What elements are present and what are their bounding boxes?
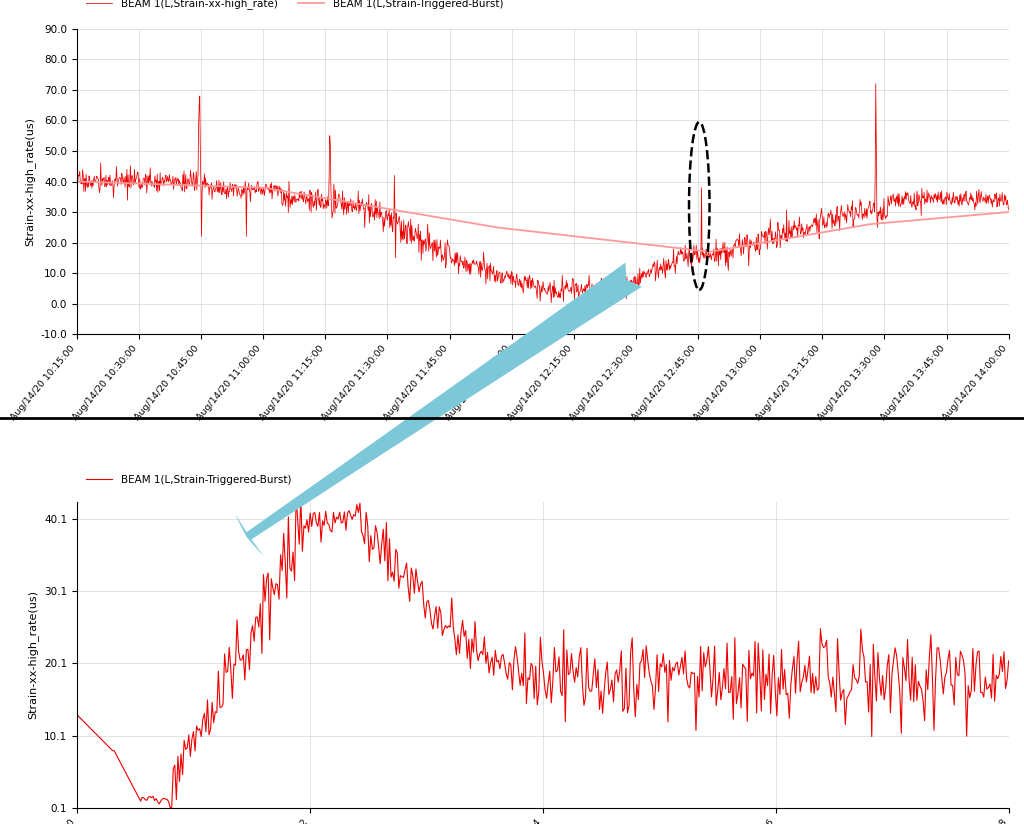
BEAM 1(L,Strain-xx-high_rate): [714, 250, 726, 260]
BEAM 1(L,Strain-xx-high_rate): [944, 195, 956, 205]
Y-axis label: Strain-xx-high_rate(us): Strain-xx-high_rate(us): [28, 590, 38, 719]
Y-axis label: Strain-xx-high_rate(us): Strain-xx-high_rate(us): [24, 117, 35, 246]
Line: BEAM 1(L,Strain-Triggered-Burst): BEAM 1(L,Strain-Triggered-Burst): [77, 181, 1009, 252]
BEAM 1(L,Strain-Triggered-Burst): [696, 686, 709, 695]
BEAM 1(L,Strain-Triggered-Burst): [548, 229, 560, 239]
BEAM 1(L,Strain-xx-high_rate): [238, 181, 250, 191]
BEAM 1(L,Strain-xx-high_rate): [71, 175, 83, 185]
BEAM 1(L,Strain-xx-high_rate): [548, 275, 560, 285]
BEAM 1(L,Strain-xx-high_rate): [869, 79, 882, 89]
Legend: BEAM 1(L,Strain-Triggered-Burst): BEAM 1(L,Strain-Triggered-Burst): [82, 471, 295, 489]
BEAM 1(L,Strain-xx-high_rate): [1002, 204, 1015, 214]
BEAM 1(L,Strain-Triggered-Burst): [71, 176, 83, 186]
BEAM 1(L,Strain-Triggered-Burst): [705, 247, 717, 257]
BEAM 1(L,Strain-Triggered-Burst): [492, 222, 504, 232]
BEAM 1(L,Strain-Triggered-Burst): [313, 508, 326, 517]
BEAM 1(L,Strain-Triggered-Burst): [71, 709, 83, 719]
BEAM 1(L,Strain-Triggered-Burst): [164, 803, 176, 812]
BEAM 1(L,Strain-Triggered-Burst): [238, 182, 250, 192]
BEAM 1(L,Strain-Triggered-Burst): [290, 490, 302, 500]
BEAM 1(L,Strain-Triggered-Burst): [238, 650, 250, 660]
Line: BEAM 1(L,Strain-xx-high_rate): BEAM 1(L,Strain-xx-high_rate): [77, 84, 1009, 302]
BEAM 1(L,Strain-Triggered-Burst): [1002, 207, 1015, 217]
BEAM 1(L,Strain-Triggered-Burst): [623, 700, 635, 710]
BEAM 1(L,Strain-xx-high_rate): [88, 171, 100, 181]
BEAM 1(L,Strain-xx-high_rate): [545, 297, 557, 307]
Legend: BEAM 1(L,Strain-xx-high_rate), BEAM 1(L,Strain-Triggered-Burst): BEAM 1(L,Strain-xx-high_rate), BEAM 1(L,…: [82, 0, 507, 13]
BEAM 1(L,Strain-Triggered-Burst): [496, 651, 508, 661]
BEAM 1(L,Strain-Triggered-Burst): [714, 246, 726, 255]
BEAM 1(L,Strain-Triggered-Burst): [88, 177, 100, 187]
BEAM 1(L,Strain-Triggered-Burst): [775, 644, 787, 654]
Line: BEAM 1(L,Strain-Triggered-Burst): BEAM 1(L,Strain-Triggered-Burst): [77, 495, 1009, 808]
BEAM 1(L,Strain-Triggered-Burst): [1002, 656, 1015, 666]
BEAM 1(L,Strain-xx-high_rate): [492, 273, 504, 283]
BEAM 1(L,Strain-Triggered-Burst): [943, 213, 955, 222]
